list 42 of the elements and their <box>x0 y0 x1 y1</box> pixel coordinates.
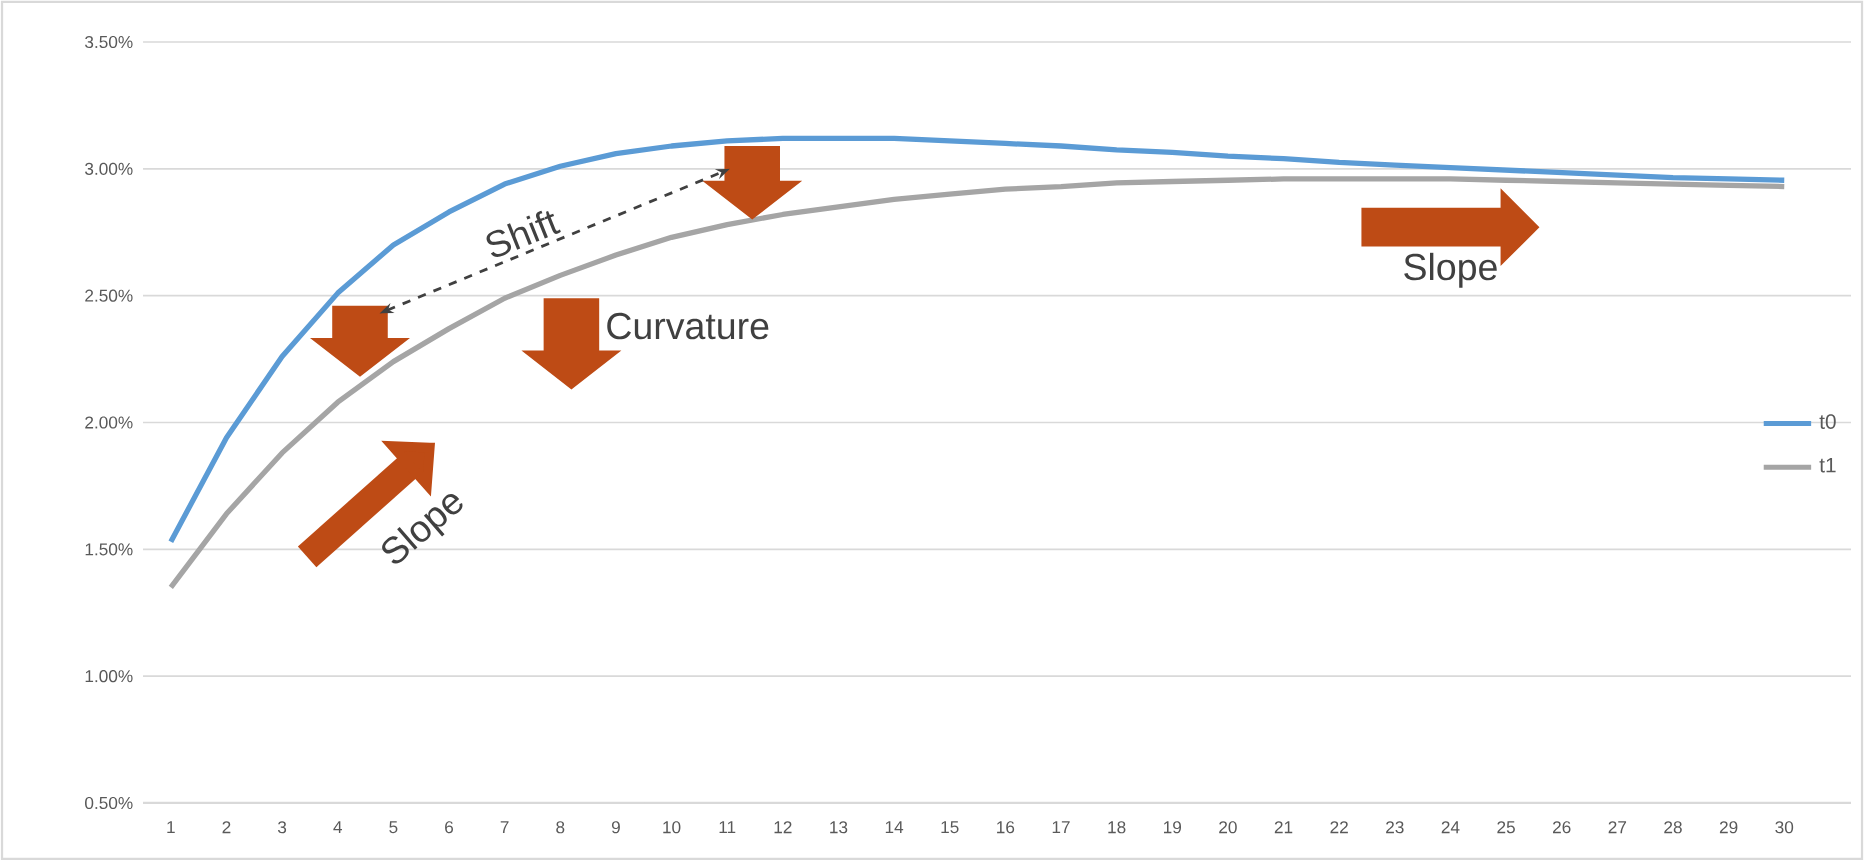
x-tick-label: 20 <box>1219 821 1237 834</box>
x-tick-label: 23 <box>1386 821 1404 834</box>
x-tick-label: 26 <box>1553 821 1571 834</box>
x-tick-label: 18 <box>1108 821 1126 834</box>
y-tick-label: 0.50% <box>85 796 133 810</box>
x-tick-label: 6 <box>445 821 454 834</box>
x-tick-label: 5 <box>389 821 398 834</box>
annotation: Shift <box>486 210 561 257</box>
x-tick-label: 28 <box>1664 821 1682 834</box>
x-tick-label: 11 <box>719 821 736 833</box>
x-tick-label: 27 <box>1608 821 1627 834</box>
x-tick-label: 16 <box>997 821 1015 834</box>
x-tick-label: 14 <box>885 821 904 833</box>
y-tick-label: 3.50% <box>85 35 133 49</box>
y-tick-label: 1.00% <box>85 670 133 683</box>
x-tick-label: 22 <box>1330 821 1348 834</box>
annotation: Slope <box>1404 252 1497 288</box>
x-tick-label: 10 <box>663 821 681 834</box>
x-tick-label: 29 <box>1719 821 1738 834</box>
x-tick-label: 3 <box>277 821 287 834</box>
x-tick-label: 7 <box>500 821 509 833</box>
y-tick-label: 2.00% <box>85 416 133 429</box>
y-tick-label: 3.00% <box>85 162 133 175</box>
legend-label: t0 <box>1819 414 1836 429</box>
x-tick-label: 15 <box>941 821 959 834</box>
x-tick-label: 12 <box>774 821 792 834</box>
y-tick-label: 2.50% <box>85 289 133 302</box>
x-tick-label: 25 <box>1497 821 1515 834</box>
x-tick-label: 9 <box>611 821 620 834</box>
x-tick-label: 13 <box>830 821 848 834</box>
x-tick-label: 21 <box>1274 821 1293 834</box>
legend-label: t1 <box>1819 457 1836 473</box>
x-tick-label: 1 <box>167 821 175 833</box>
annotation: Curvature <box>607 312 769 340</box>
x-tick-label: 24 <box>1441 821 1460 834</box>
x-tick-label: 8 <box>556 821 565 834</box>
y-tick-label: 1.50% <box>85 543 133 556</box>
x-tick-label: 17 <box>1052 821 1070 833</box>
x-tick-label: 19 <box>1164 821 1182 834</box>
x-tick-label: 4 <box>333 821 343 833</box>
x-tick-label: 2 <box>222 821 231 834</box>
x-tick-label: 30 <box>1775 821 1794 834</box>
